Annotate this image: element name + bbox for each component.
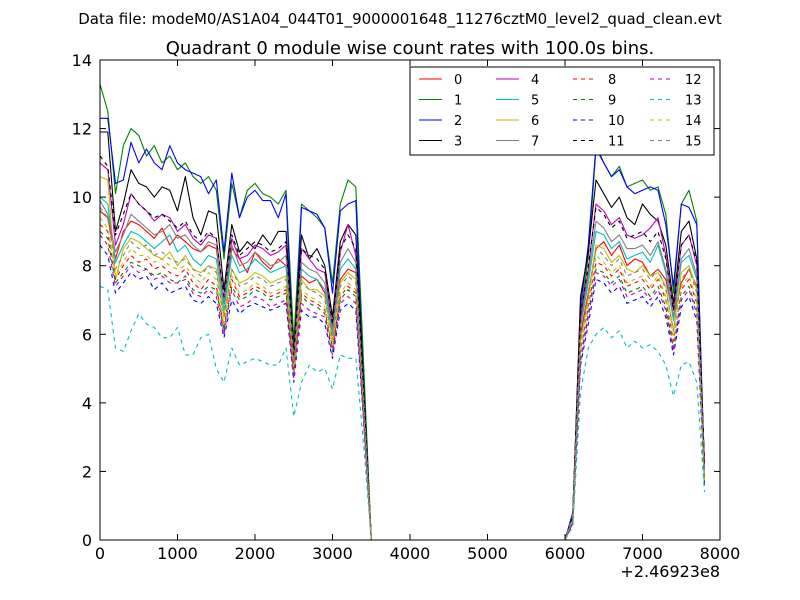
legend-label-4: 4 xyxy=(531,73,539,88)
y-tick-label: 10 xyxy=(72,188,92,207)
y-tick-label: 6 xyxy=(82,325,92,344)
legend-label-10: 10 xyxy=(608,114,625,129)
chart-title: Quadrant 0 module wise count rates with … xyxy=(166,38,655,59)
legend-label-12: 12 xyxy=(685,73,702,88)
legend-label-9: 9 xyxy=(608,94,616,109)
legend-label-11: 11 xyxy=(608,135,625,150)
legend-label-1: 1 xyxy=(454,94,462,109)
x-tick-label: 7000 xyxy=(622,544,663,563)
legend-label-7: 7 xyxy=(531,135,539,150)
x-tick-label: 4000 xyxy=(390,544,431,563)
legend-label-0: 0 xyxy=(454,73,462,88)
x-axis-offset-label: +2.46923e8 xyxy=(620,562,720,581)
legend-label-13: 13 xyxy=(685,94,702,109)
y-tick-label: 2 xyxy=(82,462,92,481)
x-tick-label: 6000 xyxy=(545,544,586,563)
legend-box xyxy=(409,66,715,156)
legend-label-15: 15 xyxy=(685,135,702,150)
x-tick-label: 5000 xyxy=(467,544,508,563)
y-tick-label: 0 xyxy=(82,531,92,550)
y-tick-label: 14 xyxy=(72,51,92,70)
x-tick-label: 3000 xyxy=(312,544,353,563)
x-tick-label: 2000 xyxy=(235,544,276,563)
legend-label-14: 14 xyxy=(685,114,702,129)
x-tick-label: 1000 xyxy=(157,544,198,563)
y-tick-label: 8 xyxy=(82,257,92,276)
series-line-12 xyxy=(99,234,706,541)
legend-label-3: 3 xyxy=(454,135,462,150)
legend-label-8: 8 xyxy=(608,73,616,88)
legend-label-5: 5 xyxy=(531,94,539,109)
y-tick-label: 12 xyxy=(72,120,92,139)
x-tick-label: 8000 xyxy=(700,544,741,563)
series-line-13 xyxy=(99,285,706,541)
series-line-9 xyxy=(99,230,706,541)
series-line-14 xyxy=(99,217,706,541)
y-tick-label: 4 xyxy=(82,394,92,413)
x-tick-label: 0 xyxy=(95,544,105,563)
legend-label-6: 6 xyxy=(531,114,539,129)
figure-suptitle: Data file: modeM0/AS1A04_044T01_90000016… xyxy=(78,10,722,29)
legend-label-2: 2 xyxy=(454,114,462,129)
x-axis: 0 1000 2000 3000 4000 5000 6000 7000 8000 xyxy=(95,60,740,563)
